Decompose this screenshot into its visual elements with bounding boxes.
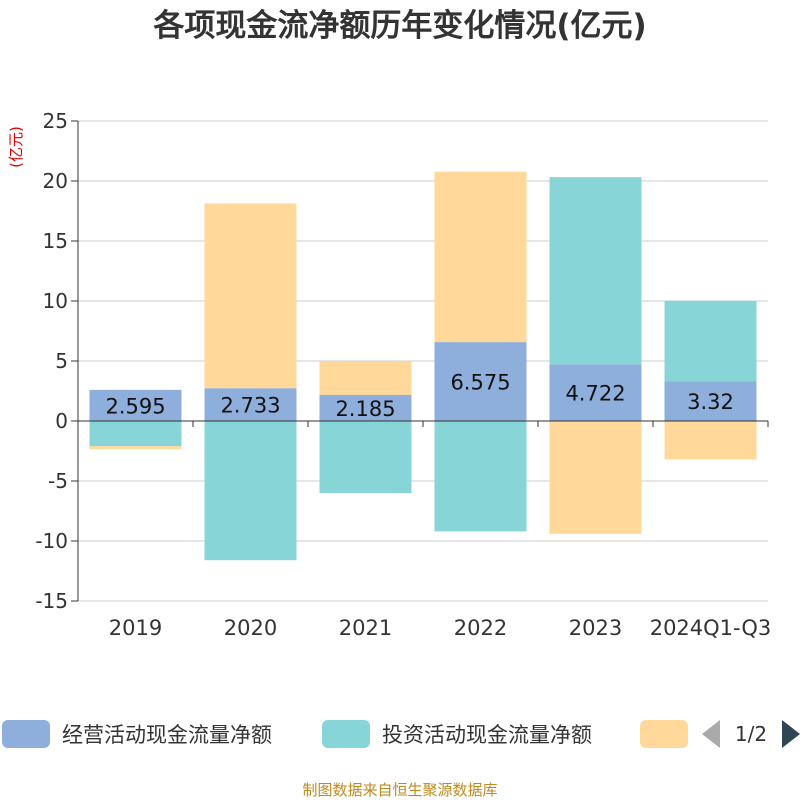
bar-series1-2021 xyxy=(319,421,412,493)
legend-label-series1[interactable]: 投资活动现金流量净额 xyxy=(382,723,592,747)
legend-swatch-series1[interactable] xyxy=(322,720,370,748)
y-tick-label: -5 xyxy=(48,469,68,493)
y-tick-label: 0 xyxy=(55,409,68,433)
x-tick-label: 2024Q1-Q3 xyxy=(650,616,772,640)
bar-series2-2024Q1-Q3 xyxy=(664,421,757,460)
bar-series1-2019 xyxy=(89,421,182,447)
y-tick-label: 25 xyxy=(43,109,68,133)
data-label: 6.575 xyxy=(450,371,510,395)
data-labels: 2.595 2.733 2.185 6.575 4.722 3.32 xyxy=(105,371,733,421)
bar-series0-2019 xyxy=(89,389,182,421)
legend: 经营活动现金流量净额 投资活动现金流量净额 1/2 xyxy=(2,720,800,748)
bar-series2-2021 xyxy=(319,361,412,395)
y-axis-ticks: -15 -10 -5 0 5 10 15 20 25 xyxy=(35,109,78,613)
bar-series0-2020 xyxy=(204,388,297,421)
legend-label-series0[interactable]: 经营活动现金流量净额 xyxy=(62,723,272,747)
bar-series2-2022 xyxy=(434,171,527,343)
legend-swatch-series0[interactable] xyxy=(2,720,50,748)
bar-series1-2023 xyxy=(549,177,642,365)
x-tick-label: 2019 xyxy=(109,616,162,640)
y-tick-label: 15 xyxy=(43,229,68,253)
data-label: 2.733 xyxy=(220,394,280,418)
data-label: 2.595 xyxy=(105,394,165,418)
y-tick-label: -10 xyxy=(35,529,68,553)
bar-series2-2020 xyxy=(204,203,297,389)
x-tick-label: 2021 xyxy=(339,616,392,640)
y-tick-label: 5 xyxy=(55,349,68,373)
bar-series2-2019 xyxy=(89,446,182,450)
legend-prev-page-icon[interactable] xyxy=(702,720,720,748)
legend-next-page-icon[interactable] xyxy=(782,720,800,748)
bar-series0-2022 xyxy=(434,342,527,421)
x-axis-ticks: 2019 2020 2021 2022 2023 2024Q1-Q3 xyxy=(109,616,772,640)
y-axis-unit-label: (亿元) xyxy=(7,126,25,168)
x-tick-label: 2023 xyxy=(569,616,622,640)
data-label: 3.32 xyxy=(687,390,734,414)
x-tick-label: 2020 xyxy=(224,616,277,640)
y-tick-label: 10 xyxy=(43,289,68,313)
bar-series1-2024Q1-Q3 xyxy=(664,300,757,382)
data-label: 4.722 xyxy=(565,382,625,406)
source-note: 制图数据来自恒生聚源数据库 xyxy=(302,781,497,799)
bar-series0-2023 xyxy=(549,364,642,421)
chart-title: 各项现金流净额历年变化情况(亿元) xyxy=(152,8,646,44)
bar-series1-2022 xyxy=(434,421,527,532)
bar-group xyxy=(89,171,757,561)
data-label: 2.185 xyxy=(335,397,395,421)
bar-series0-2024Q1-Q3 xyxy=(664,381,757,421)
legend-swatch-series2[interactable] xyxy=(640,720,688,748)
y-tick-label: -15 xyxy=(35,589,68,613)
x-tick-label: 2022 xyxy=(454,616,507,640)
y-tick-label: 20 xyxy=(43,169,68,193)
bar-series0-2021 xyxy=(319,394,412,421)
bar-series2-2023 xyxy=(549,421,642,534)
bar-series1-2020 xyxy=(204,421,297,561)
legend-page-indicator: 1/2 xyxy=(735,722,767,746)
